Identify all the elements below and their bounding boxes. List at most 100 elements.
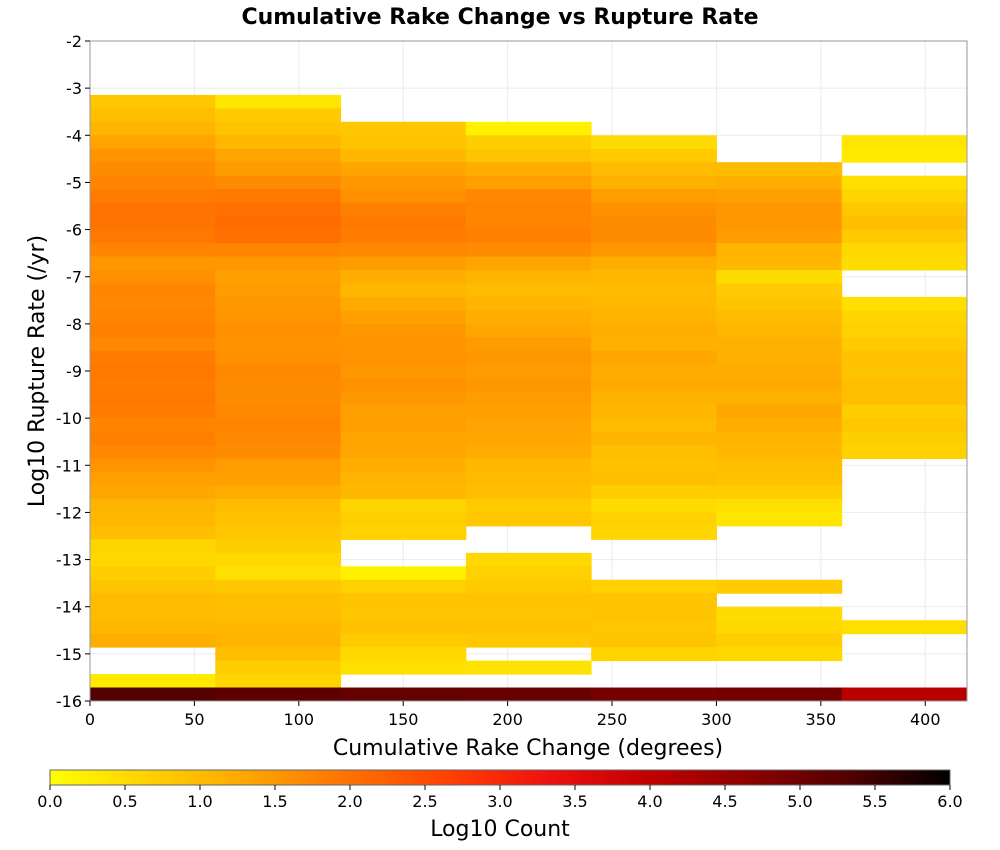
- heatmap-cell: [465, 579, 592, 594]
- colorbar-tick-label: 3.0: [487, 792, 512, 811]
- heatmap-cell: [215, 94, 342, 109]
- heatmap-cell: [215, 633, 342, 648]
- heatmap-cell: [716, 202, 843, 217]
- heatmap-cell: [465, 121, 592, 136]
- heatmap-cell: [465, 189, 592, 204]
- heatmap-cell: [90, 175, 216, 190]
- heatmap-cell: [841, 310, 968, 325]
- colorbar: [49, 769, 951, 786]
- y-axis-label: Log10 Rupture Rate (/yr): [25, 235, 50, 507]
- y-tick-label: -2: [66, 32, 82, 51]
- heatmap-cell: [340, 162, 467, 177]
- heatmap-cell: [841, 175, 968, 190]
- heatmap-cell: [215, 606, 342, 621]
- heatmap-cell: [465, 377, 592, 392]
- heatmap-cell: [90, 121, 216, 136]
- heatmap-cell: [90, 391, 216, 406]
- heatmap-cell: [841, 377, 968, 392]
- heatmap-cell: [841, 323, 968, 338]
- heatmap-cell: [215, 216, 342, 231]
- heatmap-cell: [465, 323, 592, 338]
- heatmap-cell: [215, 660, 342, 675]
- heatmap-cell: [90, 674, 216, 689]
- heatmap-cell: [465, 552, 592, 567]
- heatmap-cell: [841, 404, 968, 419]
- heatmap-cell: [716, 647, 843, 662]
- heatmap-cell: [716, 310, 843, 325]
- heatmap-cell: [340, 431, 467, 446]
- heatmap-cell: [340, 458, 467, 473]
- heatmap-cell: [716, 687, 843, 702]
- heatmap-cell: [465, 310, 592, 325]
- heatmap-cell: [591, 472, 717, 487]
- heatmap-cell: [90, 404, 216, 419]
- heatmap-cell: [340, 620, 467, 635]
- heatmap-cell: [716, 162, 843, 177]
- y-tick-label: -12: [56, 503, 82, 522]
- colorbar-tick-label: 2.0: [337, 792, 362, 811]
- heatmap-cell: [841, 418, 968, 433]
- heatmap-cell: [90, 472, 216, 487]
- heatmap-cell: [716, 269, 843, 284]
- heatmap-cell: [841, 391, 968, 406]
- y-tick-label: -16: [56, 692, 82, 711]
- heatmap-cell: [215, 162, 342, 177]
- heatmap-cell: [465, 202, 592, 217]
- y-tick-label: -7: [66, 268, 82, 287]
- heatmap-cell: [90, 552, 216, 567]
- heatmap-cell: [591, 498, 717, 513]
- heatmap-cell: [340, 377, 467, 392]
- heatmap-cell: [340, 256, 467, 271]
- heatmap-cell: [90, 350, 216, 365]
- heatmap-cell: [340, 647, 467, 662]
- heatmap-cell: [215, 552, 342, 567]
- y-tick-label: -4: [66, 126, 82, 145]
- heatmap-cell: [591, 148, 717, 163]
- heatmap-cell: [90, 216, 216, 231]
- heatmap-cell: [90, 202, 216, 217]
- heatmap-cell: [465, 216, 592, 231]
- heatmap-cell: [465, 269, 592, 284]
- heatmap-cell: [90, 364, 216, 379]
- heatmap-cell: [215, 135, 342, 150]
- heatmap-cell: [591, 445, 717, 460]
- heatmap-cell: [591, 485, 717, 500]
- heatmap-cell: [716, 337, 843, 352]
- heatmap-cell: [215, 377, 342, 392]
- heatmap-cell: [90, 243, 216, 258]
- heatmap-cell: [215, 108, 342, 123]
- heatmap-cell: [340, 135, 467, 150]
- heatmap-cell: [215, 566, 342, 581]
- heatmap-cell: [90, 256, 216, 271]
- heatmap-cell: [465, 175, 592, 190]
- heatmap-cell: [716, 404, 843, 419]
- heatmap-cell: [90, 458, 216, 473]
- heatmap-cell: [215, 404, 342, 419]
- heatmap-cell: [591, 337, 717, 352]
- heatmap-cell: [215, 687, 342, 702]
- heatmap-cell: [340, 485, 467, 500]
- heatmap-cell: [215, 256, 342, 271]
- heatmap-cell: [215, 148, 342, 163]
- heatmap-cell: [215, 579, 342, 594]
- heatmap-cell: [716, 633, 843, 648]
- heatmap-cell: [465, 283, 592, 298]
- heatmap-cell: [465, 593, 592, 608]
- heatmap-cell: [215, 283, 342, 298]
- heatmap-cell: [90, 539, 216, 554]
- heatmap-cell: [591, 229, 717, 244]
- colorbar-label: Log10 Count: [430, 817, 570, 842]
- heatmap-cell: [465, 418, 592, 433]
- heatmap-cell: [841, 431, 968, 446]
- x-tick-label: 400: [910, 710, 941, 729]
- heatmap-cell: [215, 391, 342, 406]
- colorbar-tick-label: 5.5: [862, 792, 887, 811]
- heatmap-cell: [340, 283, 467, 298]
- heatmap-cell: [841, 216, 968, 231]
- heatmap-cell: [841, 445, 968, 460]
- heatmap-cell: [841, 296, 968, 311]
- heatmap-cell: [90, 566, 216, 581]
- heatmap-cell: [215, 458, 342, 473]
- heatmap-cell: [340, 660, 467, 675]
- heatmap-cell: [215, 364, 342, 379]
